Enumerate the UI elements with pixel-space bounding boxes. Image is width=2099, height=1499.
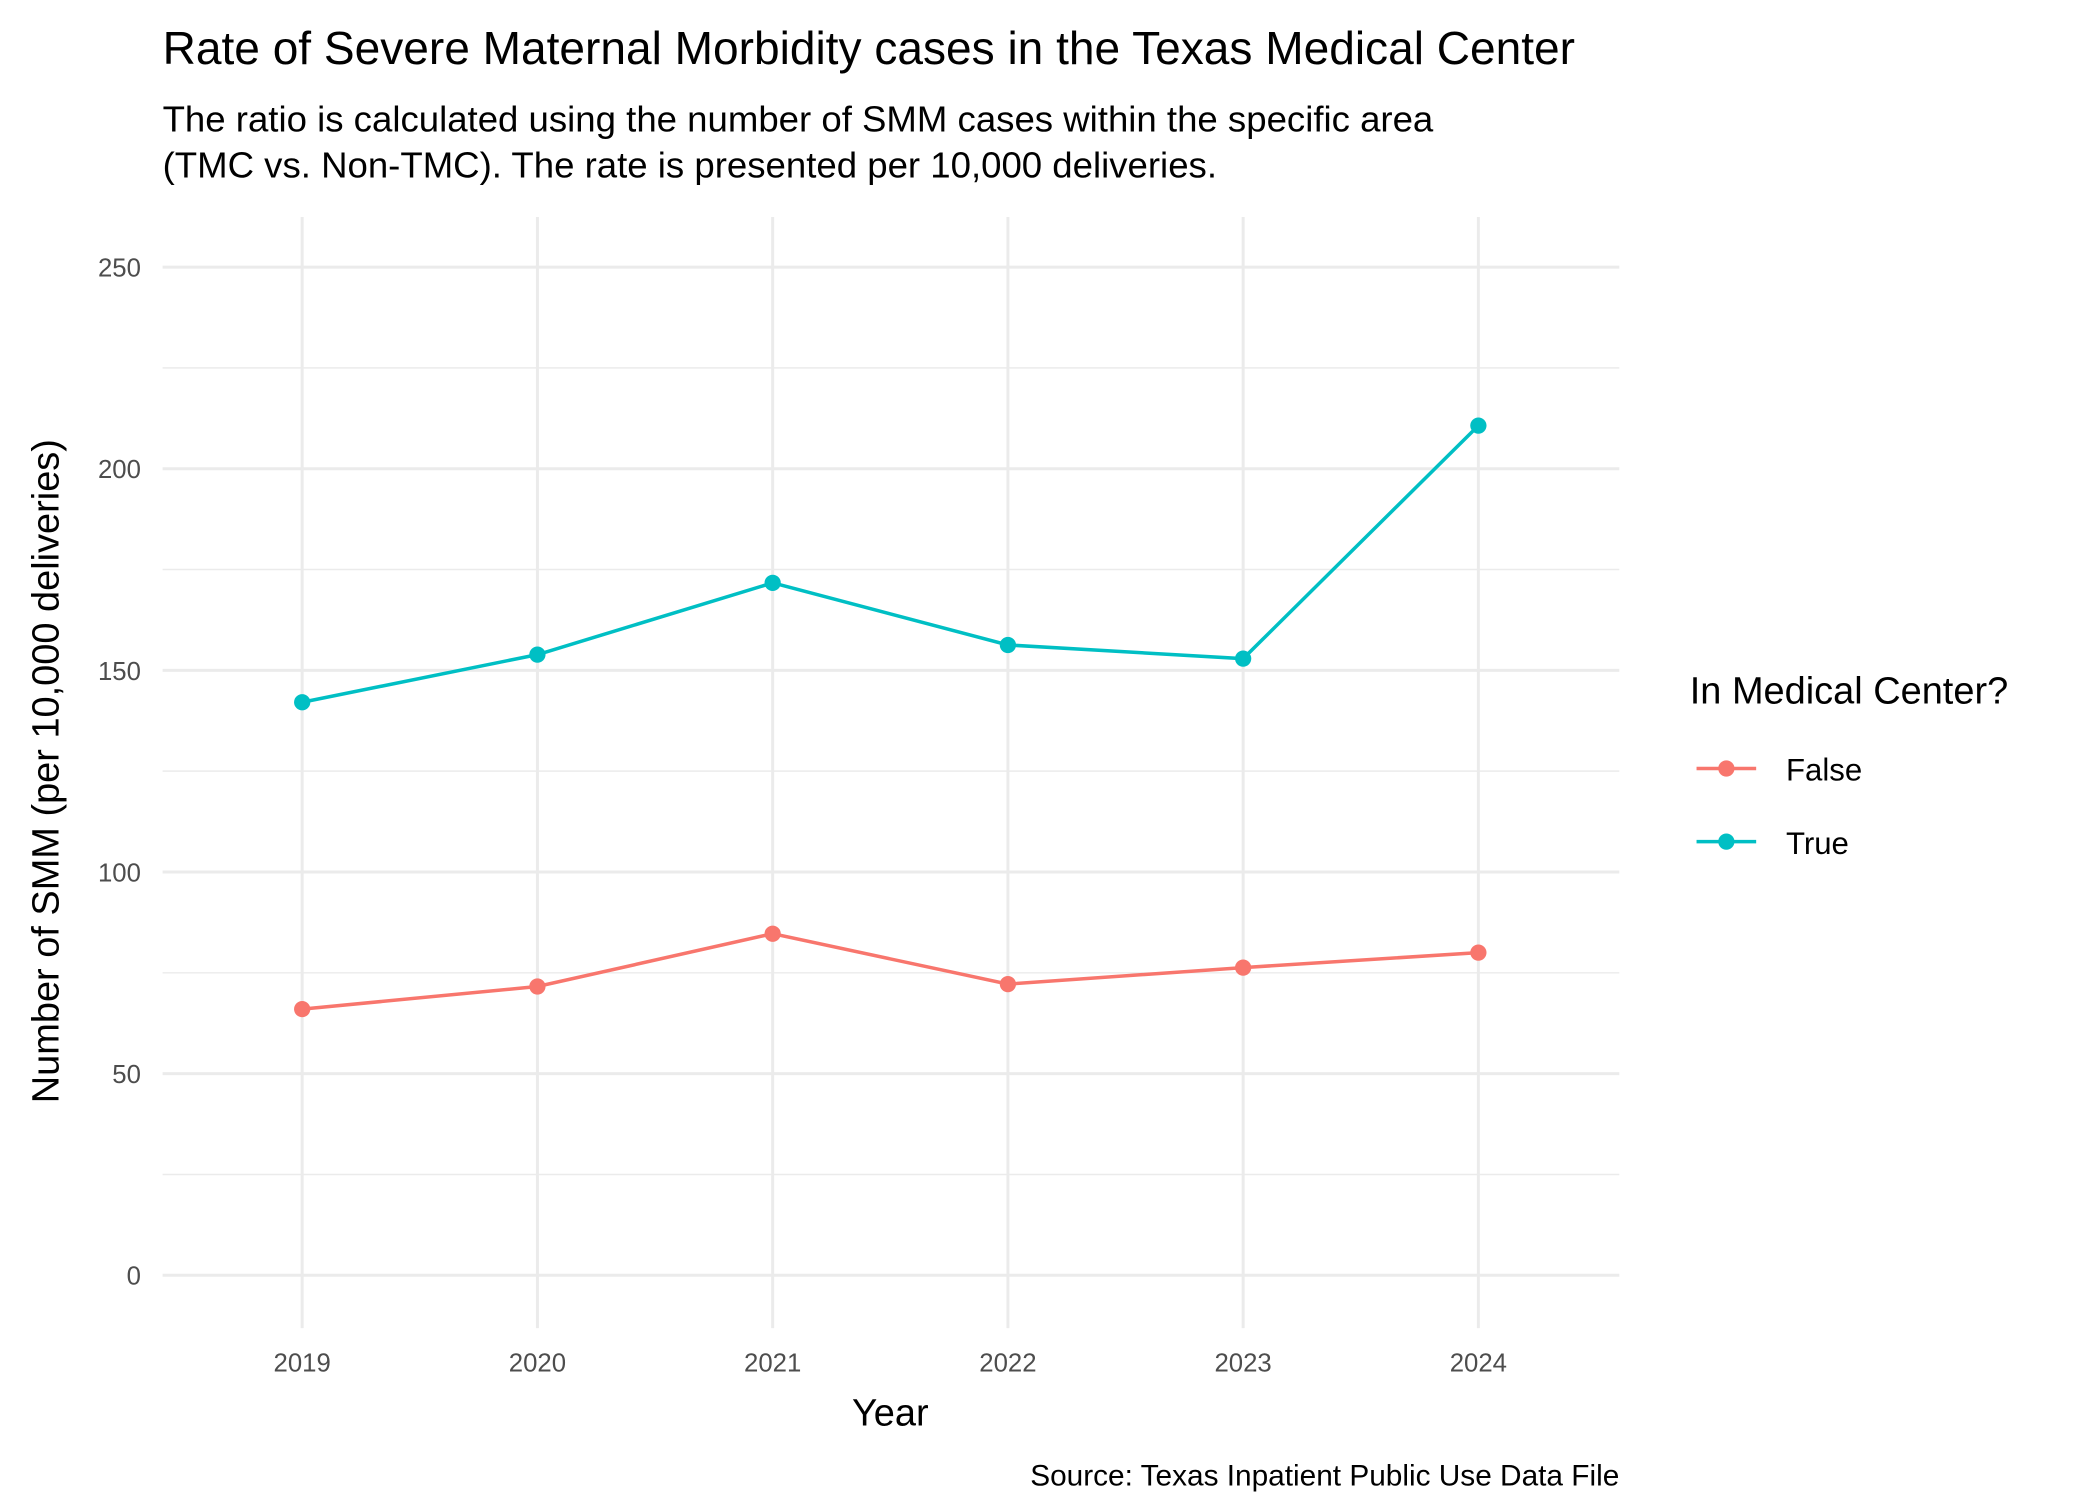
y-tick-label: 150 [98, 658, 141, 686]
legend-title: In Medical Center? [1690, 670, 2008, 712]
legend-key-point [1718, 760, 1735, 777]
chart-title: Rate of Severe Maternal Morbidity cases … [163, 22, 1575, 74]
y-axis-label: Number of SMM (per 10,000 deliveries) [25, 439, 67, 1103]
legend: In Medical Center? False True [1690, 670, 2008, 860]
y-tick-label: 100 [98, 859, 141, 887]
data-point-true [1235, 650, 1252, 667]
data-point-false [529, 978, 546, 995]
data-point-false [1235, 959, 1252, 976]
series-line-false [302, 931, 1479, 1011]
x-tick-label: 2020 [509, 1349, 566, 1377]
data-point-false [294, 1000, 311, 1018]
data-point-false [1470, 944, 1487, 961]
data-point-true [999, 636, 1017, 654]
x-axis-label: Year [852, 1393, 929, 1435]
x-tick-label: 2019 [274, 1349, 331, 1377]
x-tick-label: 2022 [979, 1349, 1036, 1377]
y-tick-label: 250 [98, 255, 141, 283]
x-tick-label: 2021 [744, 1349, 801, 1377]
y-tick-label: 200 [98, 456, 141, 484]
legend-label: False [1786, 753, 1862, 788]
chart-subtitle-line-1: The ratio is calculated using the number… [163, 99, 1434, 140]
series-layer [294, 417, 1487, 1018]
chart-subtitle-line-2: (TMC vs. Non-TMC). The rate is presented… [163, 145, 1217, 186]
x-tick-label: 2024 [1450, 1349, 1507, 1377]
y-tick-label: 0 [127, 1263, 141, 1291]
data-point-false [999, 975, 1017, 993]
grid [162, 216, 1620, 1329]
data-point-false [764, 925, 781, 942]
data-point-true [764, 574, 781, 591]
x-tick-label: 2023 [1215, 1349, 1272, 1377]
data-point-true [294, 694, 311, 711]
data-point-true [1470, 417, 1487, 434]
legend-key-point [1718, 833, 1735, 850]
y-tick-labels: 0 50 100 150 200 250 [98, 255, 141, 1291]
series-line-true [301, 424, 1480, 704]
data-point-true [529, 646, 546, 663]
legend-label: True [1786, 826, 1849, 861]
x-tick-labels: 2019 2020 2021 2022 2023 2024 [274, 1349, 1507, 1377]
y-tick-label: 50 [112, 1061, 141, 1089]
caption: Source: Texas Inpatient Public Use Data … [1030, 1459, 1619, 1492]
